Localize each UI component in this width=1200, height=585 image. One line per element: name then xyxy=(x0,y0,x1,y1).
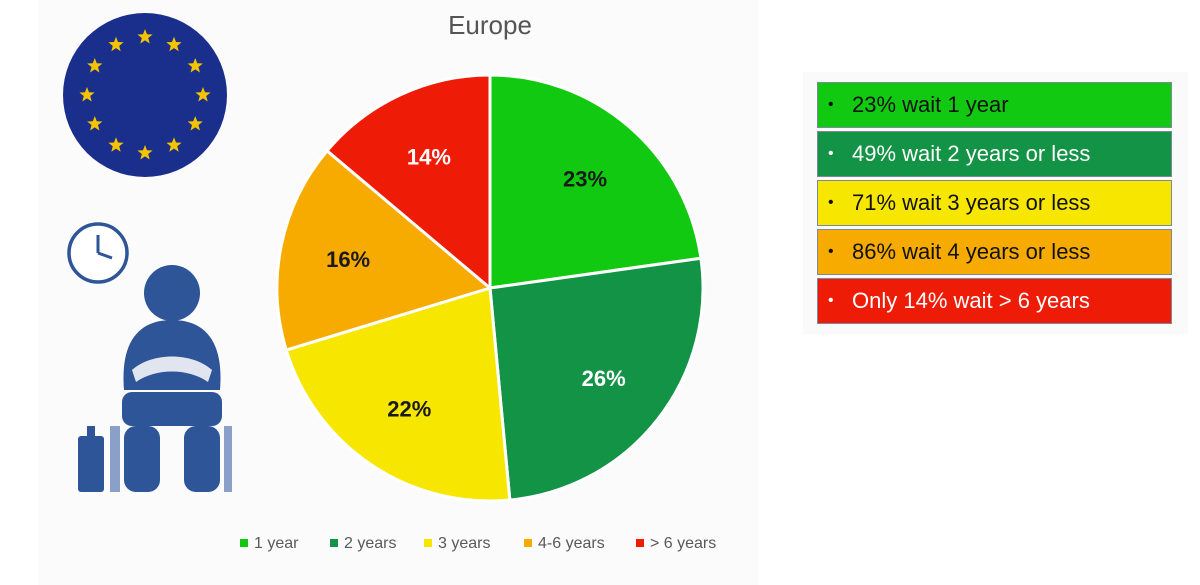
star-icon xyxy=(87,116,103,131)
eu-flag-icon xyxy=(63,13,227,177)
chart-panel: Europe 23% 26% 22% 16% 14% 1 year 2 years 3 ye… xyxy=(38,0,758,585)
pie-chart: Europe 23% 26% 22% 16% 14% 1 year 2 years 3 ye… xyxy=(240,10,716,552)
legend-label: 3 years xyxy=(438,535,490,552)
star-icon xyxy=(137,29,153,44)
star-icon xyxy=(108,36,124,52)
slice-data-label: 26% xyxy=(582,366,626,391)
star-icon xyxy=(166,36,182,52)
summary-item-over-6-years: • Only 14% wait > 6 years xyxy=(817,278,1172,324)
legend-label: > 6 years xyxy=(650,535,716,552)
summary-item-label: 86% wait 4 years or less xyxy=(852,239,1091,264)
legend-label: 4-6 years xyxy=(538,535,605,552)
legend-swatch xyxy=(240,539,248,547)
summary-box: • 23% wait 1 year • 49% wait 2 years or … xyxy=(803,72,1188,334)
slice-data-label: 16% xyxy=(326,247,370,272)
bullet-icon: • xyxy=(828,145,834,162)
summary-item-label: 71% wait 3 years or less xyxy=(852,190,1091,215)
star-icon xyxy=(87,58,103,73)
legend-swatch xyxy=(524,539,532,547)
pie-slice-4-6-years xyxy=(275,148,494,352)
summary-item-label: 23% wait 1 year xyxy=(852,92,1009,117)
summary-item-2-years: • 49% wait 2 years or less xyxy=(817,131,1172,177)
slice-data-label: 23% xyxy=(563,167,607,192)
slice-data-label: 14% xyxy=(407,145,451,170)
star-icon xyxy=(108,137,124,152)
star-icon xyxy=(166,137,182,152)
luggage-icon xyxy=(78,426,104,492)
slice-data-label: 22% xyxy=(387,396,431,421)
bullet-icon: • xyxy=(828,194,834,211)
summary-item-3-years: • 71% wait 3 years or less xyxy=(817,180,1172,226)
summary-list: • 23% wait 1 year • 49% wait 2 years or … xyxy=(817,82,1172,327)
bullet-icon: • xyxy=(828,243,834,260)
bullet-icon: • xyxy=(828,96,834,113)
legend-label: 2 years xyxy=(344,535,396,552)
waiting-person-icon xyxy=(67,222,232,492)
summary-item-4-years: • 86% wait 4 years or less xyxy=(817,229,1172,275)
star-icon xyxy=(137,145,153,160)
star-icon xyxy=(187,58,203,73)
pie-slice-1-year xyxy=(488,73,703,290)
legend-swatch xyxy=(424,539,432,547)
pie-slice-6-years xyxy=(324,73,492,292)
pie-slice-2-years xyxy=(488,256,705,502)
summary-item-1-year: • 23% wait 1 year xyxy=(817,82,1172,128)
star-icon xyxy=(187,116,203,131)
bullet-icon: • xyxy=(828,292,834,309)
summary-item-label: Only 14% wait > 6 years xyxy=(852,288,1090,313)
summary-item-label: 49% wait 2 years or less xyxy=(852,141,1091,166)
legend-swatch xyxy=(636,539,644,547)
chart-title: Europe xyxy=(448,10,532,40)
legend-swatch xyxy=(330,539,338,547)
star-icon xyxy=(79,87,95,102)
legend-label: 1 year xyxy=(254,535,299,552)
pie-slice-3-years xyxy=(284,286,512,503)
clock-icon xyxy=(67,222,129,284)
star-icon xyxy=(195,87,211,102)
